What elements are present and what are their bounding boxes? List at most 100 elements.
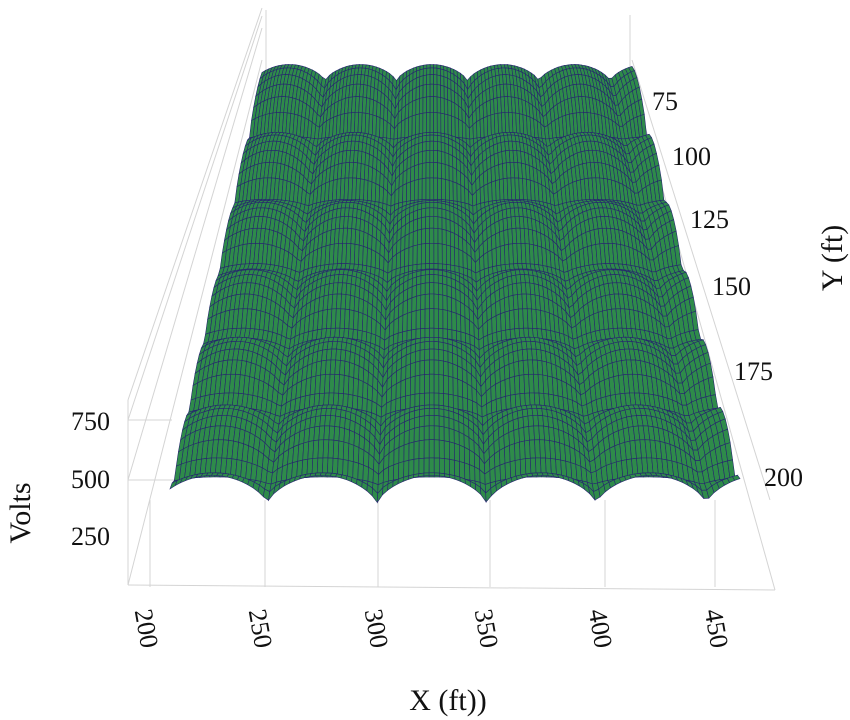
- surface-cell: [425, 140, 431, 152]
- x-tick-label: 350: [469, 607, 504, 650]
- surface-cell: [495, 397, 502, 412]
- surface-cell: [457, 378, 464, 398]
- surface-cell: [429, 308, 435, 329]
- surface-cell: [420, 308, 426, 330]
- surface-cell: [418, 425, 425, 442]
- surface-cell: [440, 141, 446, 153]
- surface-cell: [433, 439, 440, 459]
- surface-cell: [415, 113, 420, 137]
- surface-cell: [370, 317, 377, 336]
- surface-cell: [417, 178, 423, 201]
- surface-cell: [454, 232, 460, 250]
- surface-cell: [447, 114, 453, 138]
- surface-cell: [419, 84, 424, 99]
- surface-cell: [440, 75, 445, 87]
- surface-cell: [460, 314, 466, 334]
- surface-cell: [415, 85, 420, 101]
- surface-cell: [423, 472, 430, 477]
- surface-cell: [358, 447, 365, 466]
- surface-cell: [433, 408, 440, 417]
- surface-cell: [404, 233, 410, 250]
- surface-cell: [433, 216, 439, 229]
- y-axis-label: Y (ft): [816, 225, 849, 291]
- surface-cell: [418, 150, 423, 165]
- surface-cell: [433, 282, 439, 295]
- surface-cell: [393, 317, 399, 336]
- surface-cell: [418, 439, 425, 459]
- z-tick-label: 500: [71, 465, 110, 494]
- surface-cell: [421, 228, 426, 245]
- surface-cell: [410, 165, 415, 183]
- surface-cell: [433, 274, 439, 284]
- surface-cell: [446, 295, 453, 313]
- surface-cell: [471, 400, 478, 415]
- surface-cell: [499, 462, 506, 481]
- surface-cell: [452, 166, 458, 184]
- surface-cell: [409, 393, 416, 409]
- surface-cell: [437, 282, 444, 296]
- surface-cell: [436, 84, 442, 98]
- surface-cell: [421, 177, 427, 200]
- surface-cell: [403, 429, 410, 446]
- surface-cell: [438, 308, 444, 330]
- surface-cell: [451, 311, 457, 332]
- surface-cell: [449, 474, 456, 480]
- surface-cell: [419, 75, 424, 87]
- surface-cell: [433, 227, 439, 244]
- surface-cell: [441, 163, 446, 180]
- surface-cell: [489, 466, 496, 484]
- surface-cell: [412, 244, 418, 266]
- surface-cell: [426, 74, 431, 85]
- x-tick-label: 400: [583, 607, 618, 650]
- surface-cell: [424, 274, 430, 284]
- surface-cell: [433, 134, 438, 142]
- surface-cell: [436, 74, 441, 86]
- surface-cell: [429, 67, 434, 75]
- surface-cell: [433, 83, 438, 98]
- surface-cell: [441, 208, 447, 220]
- x-tick-label: 300: [359, 607, 394, 650]
- surface-cell: [420, 243, 426, 265]
- surface-cell: [408, 100, 413, 118]
- surface-cell: [429, 263, 435, 270]
- surface-cell: [438, 359, 444, 376]
- surface-cell: [437, 177, 442, 200]
- surface-cell: [429, 202, 435, 209]
- surface-cell: [395, 250, 402, 270]
- surface-cell: [429, 269, 435, 275]
- y-tick-label: 150: [712, 272, 751, 301]
- surface-cell: [404, 247, 410, 267]
- surface-cell: [353, 431, 360, 449]
- surface-cell: [456, 168, 462, 186]
- surface-cell: [442, 294, 448, 311]
- surface-cell: [452, 363, 459, 380]
- surface-cell: [409, 375, 416, 396]
- surface-cell: [433, 263, 439, 270]
- surface-cell: [433, 359, 440, 375]
- z-tick-labels: 250 500 750: [71, 407, 110, 551]
- surface-cell: [464, 462, 471, 481]
- surface-cell: [397, 331, 403, 344]
- surface-cell: [418, 97, 424, 115]
- surface-cell: [406, 329, 412, 341]
- surface-cell: [449, 219, 455, 234]
- surface-cell: [397, 314, 404, 334]
- surface-cell: [416, 228, 422, 246]
- surface-cell: [440, 150, 446, 165]
- surface-cell: [441, 263, 447, 271]
- z-tick-label: 750: [71, 407, 110, 436]
- surface-cell: [429, 162, 435, 179]
- surface-cell: [429, 74, 434, 85]
- surface-cell: [428, 425, 435, 441]
- x-axis-label: X (ft)): [409, 684, 486, 717]
- surface-cell: [408, 441, 415, 461]
- x-tick-labels: 200 250 300 350 400 450: [129, 607, 734, 650]
- surface-cell: [429, 341, 435, 350]
- surface-cell: [504, 444, 511, 464]
- surface-cell: [415, 328, 421, 340]
- surface-cell: [413, 440, 420, 460]
- surface-cell: [437, 207, 443, 218]
- z-tick-label: 250: [71, 522, 110, 551]
- surface-cell: [456, 330, 462, 342]
- surface-cell: [452, 377, 459, 397]
